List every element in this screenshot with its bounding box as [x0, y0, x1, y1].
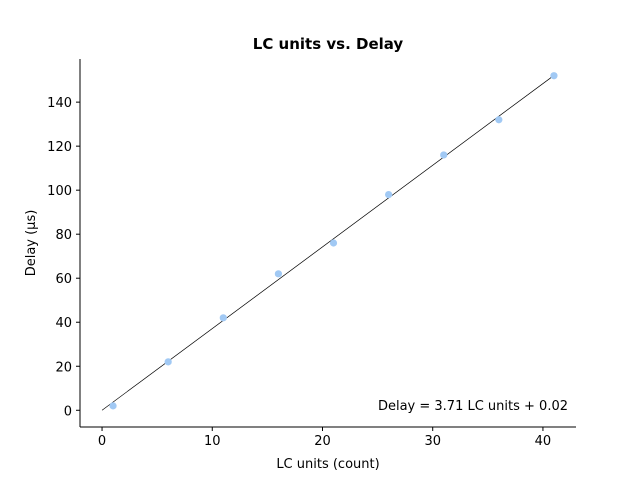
x-axis-label: LC units (count): [276, 457, 379, 472]
data-point: [495, 116, 503, 124]
y-tick-label: 60: [55, 272, 72, 287]
regression-equation-annotation: Delay = 3.71 LC units + 0.02: [378, 399, 568, 414]
y-tick-label: 20: [55, 360, 72, 375]
y-axis-label: Delay (µs): [24, 210, 39, 277]
y-tick-label: 120: [47, 140, 72, 155]
data-points: [109, 72, 558, 410]
data-point: [219, 314, 227, 322]
x-tick-label: 40: [535, 434, 552, 449]
data-point: [440, 151, 448, 159]
x-tick-label: 10: [204, 434, 221, 449]
x-axis-ticks: 0 10 20 30 40: [98, 427, 551, 449]
x-tick-label: 0: [98, 434, 106, 449]
data-point: [109, 402, 117, 410]
y-tick-label: 100: [47, 184, 72, 199]
plot-area: 0 10 20 30 40 0 20 40 60 80 100 120 140: [47, 59, 576, 449]
y-tick-label: 0: [64, 404, 72, 419]
chart-title: LC units vs. Delay: [253, 35, 404, 53]
x-tick-label: 20: [314, 434, 331, 449]
data-point: [550, 72, 558, 80]
data-point: [274, 270, 282, 278]
y-tick-label: 40: [55, 316, 72, 331]
data-point: [385, 190, 393, 199]
data-point: [329, 239, 338, 247]
y-axis-ticks: 0 20 40 60 80 100 120 140: [47, 96, 80, 419]
y-tick-label: 140: [47, 96, 72, 111]
data-point: [164, 358, 172, 366]
regression-line: [101, 75, 555, 411]
x-tick-label: 30: [424, 434, 441, 449]
y-tick-label: 80: [55, 228, 72, 243]
